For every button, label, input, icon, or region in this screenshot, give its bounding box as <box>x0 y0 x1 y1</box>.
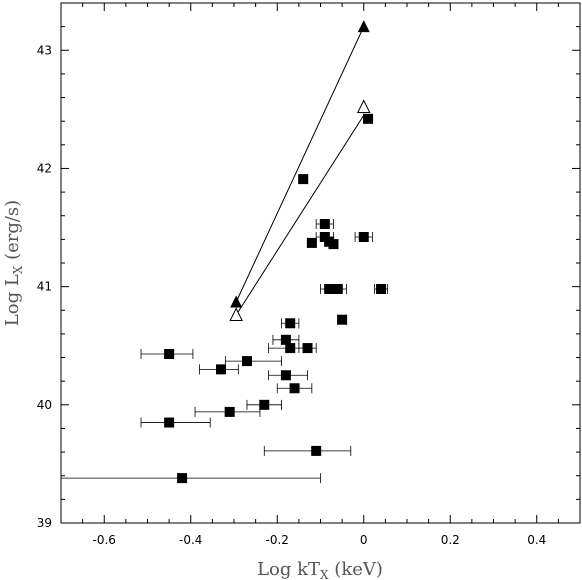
connector-lines <box>235 26 365 316</box>
data-point-square <box>241 356 252 367</box>
connector-line <box>235 115 365 316</box>
data-point-square <box>164 349 175 359</box>
data-point-triangle-filled <box>357 20 370 33</box>
data-point-square <box>298 174 309 185</box>
data-point-triangle-filled <box>230 295 243 308</box>
data-point-square <box>363 113 374 124</box>
error-bars <box>60 113 388 484</box>
y-axis-label-subscript: X <box>11 265 25 274</box>
data-point-square <box>319 219 330 229</box>
x-tick-label: -0.2 <box>266 533 289 547</box>
x-tick-label: -0.4 <box>179 533 202 547</box>
data-point-square <box>311 445 322 456</box>
x-axis-label: Log kTX (keV) <box>257 559 383 580</box>
data-point-triangle-open <box>356 99 371 113</box>
data-point-square <box>289 383 300 394</box>
data-point-square <box>332 284 343 294</box>
x-axis-label-unit: (keV) <box>329 559 383 580</box>
data-point-square <box>164 417 175 428</box>
data-point-square <box>302 343 313 354</box>
axis-tick-labels: -0.6 -0.4 -0.2 0 0.2 0.4 39 40 41 42 43 <box>37 43 547 547</box>
y-axis-label: Log LX (erg/s) <box>2 200 25 326</box>
data-point-square <box>285 343 296 354</box>
connector-line <box>235 26 365 303</box>
axis-ticks <box>60 2 581 524</box>
data-point-square <box>224 406 235 417</box>
x-tick-label: -0.6 <box>93 533 116 547</box>
data-markers <box>164 20 387 484</box>
y-axis-label-unit: (erg/s) <box>2 200 23 266</box>
y-tick-label: 42 <box>37 161 52 175</box>
data-point-triangle-open <box>229 307 243 321</box>
data-point-square <box>324 284 335 294</box>
x-axis-label-subscript: X <box>320 568 329 580</box>
x-tick-label: 0 <box>360 533 368 547</box>
x-tick-label: 0.4 <box>527 533 546 547</box>
data-point-square <box>376 284 387 294</box>
data-point-square <box>280 334 291 345</box>
data-point-square <box>216 364 227 375</box>
data-point-square <box>328 239 339 250</box>
data-point-square <box>285 318 296 329</box>
x-tick-label: 0.2 <box>441 533 460 547</box>
data-point-square <box>280 370 291 381</box>
data-point-square <box>259 399 270 410</box>
plot-frame <box>60 2 581 524</box>
y-tick-label: 40 <box>37 398 52 412</box>
data-point-square <box>177 473 188 484</box>
data-point-square <box>337 314 348 325</box>
data-point-square <box>306 237 317 248</box>
data-point-square <box>358 232 369 242</box>
y-tick-label: 43 <box>37 43 52 57</box>
y-tick-label: 39 <box>37 516 52 530</box>
y-tick-label: 41 <box>37 280 52 294</box>
